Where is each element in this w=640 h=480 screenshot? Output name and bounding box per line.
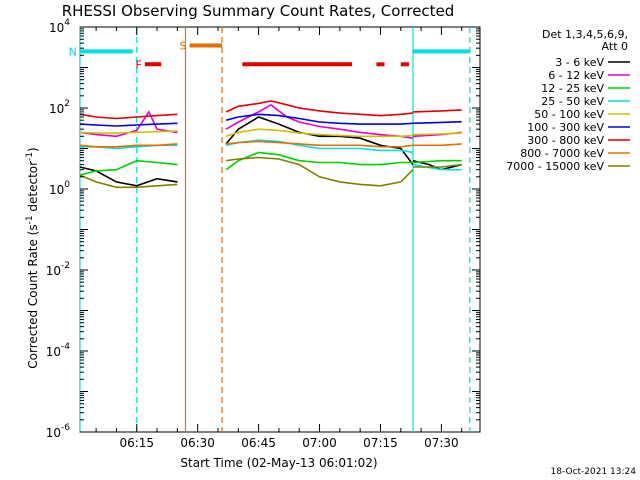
series-line xyxy=(79,159,178,176)
legend-label: 50 - 100 keV xyxy=(534,108,604,121)
flag-label: S xyxy=(180,39,187,52)
x-axis-label: Start Time (02-May-13 06:01:02) xyxy=(180,456,377,470)
series-3 xyxy=(79,151,462,176)
generation-timestamp: 18-Oct-2021 13:24 xyxy=(551,467,637,477)
y-tick-exponent: -6 xyxy=(61,423,70,433)
series-line xyxy=(412,109,462,113)
y-tick-exponent: -2 xyxy=(61,261,70,271)
series-5 xyxy=(79,128,462,138)
x-tick-label: 06:30 xyxy=(180,436,215,450)
y-tick-exponent: 0 xyxy=(64,180,70,190)
y-tick-base: 10 xyxy=(49,183,64,197)
flag-label: F xyxy=(136,58,142,71)
series-line xyxy=(226,140,414,148)
legend-label: 300 - 800 keV xyxy=(527,134,604,147)
vertical-markers xyxy=(79,27,471,432)
x-tick-label: 07:30 xyxy=(424,436,459,450)
series-line xyxy=(412,120,462,125)
legend-label: 6 - 12 keV xyxy=(548,69,604,82)
y-tick-exponent: -4 xyxy=(61,342,70,352)
y-tick-base: 10 xyxy=(46,264,61,278)
legend-label: 12 - 25 keV xyxy=(541,82,604,95)
series-line xyxy=(79,110,178,138)
flag-label: N xyxy=(69,45,77,58)
y-axis-label-sup2: -1 xyxy=(25,152,35,161)
y-tick-label: 102 xyxy=(49,99,70,116)
y-axis-label-main: Corrected Count Rate (s xyxy=(26,224,40,368)
y-axis-label-sup: -1 xyxy=(25,215,35,224)
series-line xyxy=(225,156,414,187)
y-axis-label-tail: detector xyxy=(26,161,40,216)
series-line xyxy=(225,113,414,125)
series-line xyxy=(225,128,414,138)
legend-header-detectors: Det 1,3,4,5,6,9, xyxy=(542,28,628,41)
y-axis-label: Corrected Count Rate (s-1 detector-1) xyxy=(25,147,40,368)
y-tick-label: 104 xyxy=(49,18,70,35)
series-line xyxy=(412,159,462,164)
legend-label: 25 - 50 keV xyxy=(541,95,604,108)
series-6 xyxy=(79,113,462,127)
series-line xyxy=(79,113,178,120)
y-tick-base: 10 xyxy=(49,102,64,116)
y-tick-label: 100 xyxy=(49,180,70,197)
series-line xyxy=(79,166,178,187)
legend-label: 800 - 7000 keV xyxy=(520,147,604,160)
y-tick-exponent: 2 xyxy=(64,99,70,109)
y-tick-label: 10-4 xyxy=(46,342,71,359)
series-line xyxy=(79,143,178,148)
x-tick-label: 06:45 xyxy=(241,436,276,450)
y-tick-base: 10 xyxy=(46,426,61,440)
series-line xyxy=(79,174,178,189)
y-tick-label: 10-6 xyxy=(46,423,71,440)
series-line xyxy=(225,103,414,139)
legend-label: 100 - 300 keV xyxy=(527,121,604,134)
y-tick-label: 10-2 xyxy=(46,261,70,278)
legend-label: 7000 - 15000 keV xyxy=(506,160,604,173)
series-line xyxy=(79,130,178,134)
series-line xyxy=(225,100,414,117)
y-tick-base: 10 xyxy=(46,345,61,359)
series-7 xyxy=(79,100,462,120)
chart-title: RHESSI Observing Summary Count Rates, Co… xyxy=(62,2,455,20)
y-tick-base: 10 xyxy=(49,21,64,35)
plot-area xyxy=(79,26,481,433)
series-group xyxy=(79,100,462,189)
series-line xyxy=(413,143,462,147)
series-line xyxy=(412,132,462,136)
legend-label: 3 - 6 keV xyxy=(555,56,604,69)
series-8 xyxy=(79,140,462,148)
series-9 xyxy=(79,156,462,189)
x-tick-label: 06:15 xyxy=(119,436,154,450)
flag-bars: N S F xyxy=(69,39,470,71)
series-line xyxy=(225,151,413,171)
y-tick-exponent: 4 xyxy=(64,18,70,28)
plot-frame xyxy=(79,26,481,433)
series-line xyxy=(413,163,462,168)
x-tick-label: 07:00 xyxy=(302,436,337,450)
series-line xyxy=(79,122,178,127)
x-tick-label: 07:15 xyxy=(363,436,398,450)
y-axis-label-end: ) xyxy=(26,147,40,152)
legend-header-attenuator: Att 0 xyxy=(602,40,628,53)
